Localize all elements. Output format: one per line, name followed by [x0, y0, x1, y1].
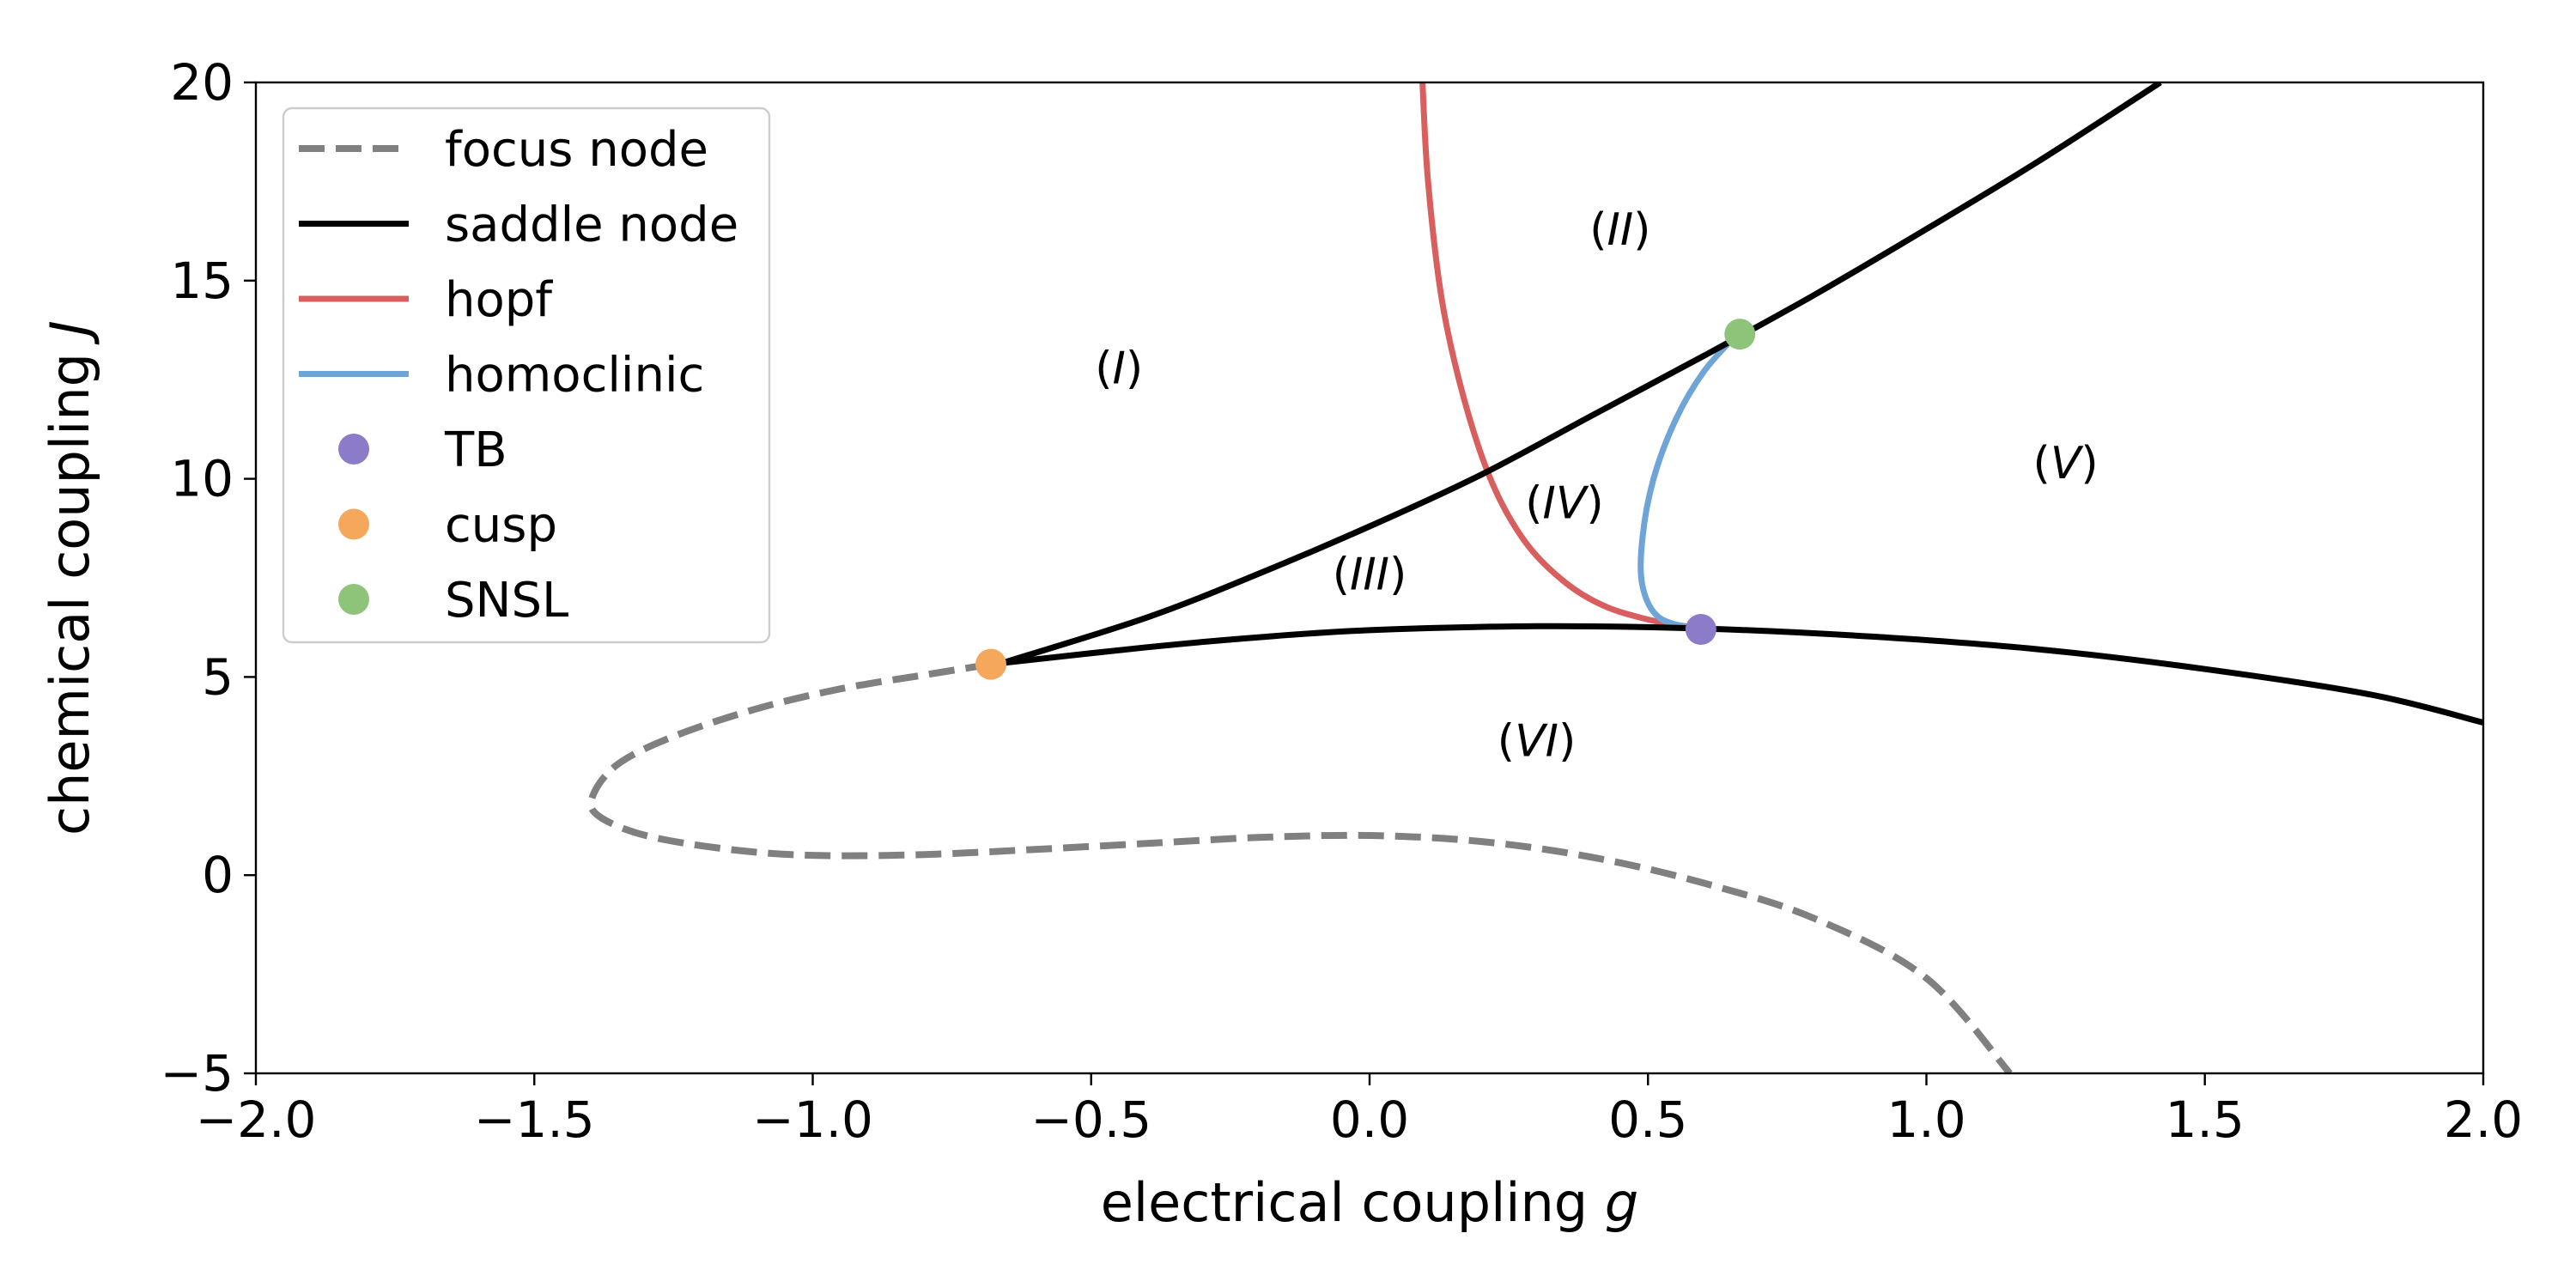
y-tick-label: 0: [202, 846, 234, 904]
x-axis-label-text: electrical coupling: [1101, 1171, 1605, 1234]
legend: focus node saddle node hopf homoclinic TB cus…: [282, 106, 771, 644]
legend-label-tb: TB: [444, 422, 507, 478]
y-axis-label-text: chemical coupling: [39, 336, 101, 835]
region-label: (IV): [1525, 477, 1604, 529]
region-label: (II): [1589, 204, 1650, 256]
y-axis-label: chemical coupling J: [39, 320, 101, 835]
region-label: (V): [2033, 438, 2099, 489]
legend-label-homoclinic: homoclinic: [445, 348, 704, 404]
series-hopf-line: [1419, 82, 1693, 631]
tick-layer: −2.0 −1.5 −1.0 −0.5 0.0 0.5 1.0 1.5 2.0 −5 0 5 10 15 2…: [161, 53, 2524, 1149]
annotation-layer: (I) (II) (III) (IV) (V) (VI): [1095, 204, 2099, 767]
region-label: (III): [1333, 549, 1407, 600]
series-saddle-node-line-1: [1000, 82, 2162, 666]
series-focus-node-line: [587, 660, 2013, 1073]
series-homoclinic-line: [1637, 331, 1740, 633]
region-label: (I): [1095, 343, 1143, 394]
y-tick-label: 20: [170, 53, 234, 112]
series-layer: [587, 82, 2483, 1073]
y-tick-label: −5: [161, 1044, 234, 1103]
x-axis-label: electrical coupling g: [1101, 1171, 1638, 1234]
x-tick-label: 1.5: [2166, 1091, 2245, 1149]
legend-label-hopf: hopf: [445, 272, 553, 328]
marker-tb: [1685, 614, 1716, 646]
legend-swatch-cusp: [338, 508, 369, 540]
legend-label-snsl: SNSL: [445, 573, 568, 629]
x-axis-label-var: g: [1605, 1171, 1638, 1234]
legend-label-focus-node: focus node: [445, 122, 708, 178]
legend-swatch-tb: [338, 434, 369, 465]
x-tick-label: 2.0: [2444, 1091, 2523, 1149]
legend-swatch-snsl: [338, 584, 369, 615]
x-tick-label: −1.0: [752, 1091, 873, 1149]
x-tick-label: −1.5: [474, 1091, 595, 1149]
marker-snsl: [1724, 319, 1756, 350]
marker-cusp: [975, 648, 1007, 680]
legend-frame: [282, 106, 771, 644]
y-tick-label: 10: [170, 450, 234, 508]
legend-label-cusp: cusp: [445, 498, 557, 554]
region-label: (VI): [1498, 715, 1577, 767]
y-tick-label: 15: [170, 252, 234, 310]
x-tick-label: 1.0: [1886, 1091, 1965, 1149]
x-tick-label: −0.5: [1030, 1091, 1151, 1149]
legend-label-saddle-node: saddle node: [445, 197, 738, 253]
marker-layer: [975, 319, 1756, 680]
x-tick-label: 0.5: [1608, 1091, 1687, 1149]
x-tick-label: −2.0: [196, 1091, 317, 1149]
x-tick-label: 0.0: [1330, 1091, 1409, 1149]
y-tick-label: 5: [202, 647, 234, 706]
